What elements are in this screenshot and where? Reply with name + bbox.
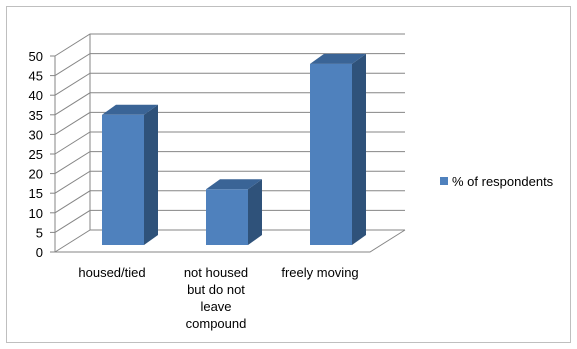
bar xyxy=(102,104,158,245)
x-category-label-line: but do not xyxy=(187,282,245,297)
bar-side xyxy=(144,104,158,245)
y-tick-label: 25 xyxy=(29,147,43,162)
y-tick-label: 40 xyxy=(29,88,43,103)
bar-front xyxy=(206,189,248,245)
bar-front xyxy=(310,63,352,246)
x-category-label-line: leave xyxy=(200,299,231,314)
bar-front xyxy=(102,114,144,245)
bar-top xyxy=(102,104,158,115)
labels: 0 5 10 15 20 25 30 35 40 45 50 housed/tied not house… xyxy=(29,49,359,331)
bar xyxy=(310,53,366,246)
axes xyxy=(50,34,406,253)
bar-top xyxy=(310,53,366,64)
x-category-label: housed/tied xyxy=(78,265,145,280)
y-tick-label: 45 xyxy=(29,69,43,84)
x-category-label-line: housed/tied xyxy=(78,265,145,280)
legend-swatch xyxy=(440,177,448,185)
bar xyxy=(206,179,262,245)
bar-top xyxy=(206,179,262,190)
y-tick-label: 30 xyxy=(29,127,43,142)
x-category-label: not housed but do not leave compound xyxy=(184,265,248,331)
y-tick-label: 35 xyxy=(29,108,43,123)
bar-side xyxy=(352,53,366,246)
x-category-label-line: compound xyxy=(186,316,247,331)
x-category-label-line: not housed xyxy=(184,265,248,280)
chart-frame xyxy=(6,6,571,343)
x-category-label-line: freely moving xyxy=(281,265,358,280)
legend-label: % of respondents xyxy=(452,174,554,189)
y-tick-label: 15 xyxy=(29,186,43,201)
gridline xyxy=(54,33,405,57)
y-tick-label: 5 xyxy=(36,225,43,240)
y-tick-label: 20 xyxy=(29,167,43,182)
y-tick-label: 50 xyxy=(29,49,43,64)
bar-side xyxy=(248,179,262,245)
bars xyxy=(102,53,366,246)
legend: % of respondents xyxy=(440,174,554,189)
y-tick-label: 0 xyxy=(36,245,43,260)
floor-edge xyxy=(55,229,406,253)
x-category-label: freely moving xyxy=(281,265,358,280)
y-tick-label: 10 xyxy=(29,206,43,221)
